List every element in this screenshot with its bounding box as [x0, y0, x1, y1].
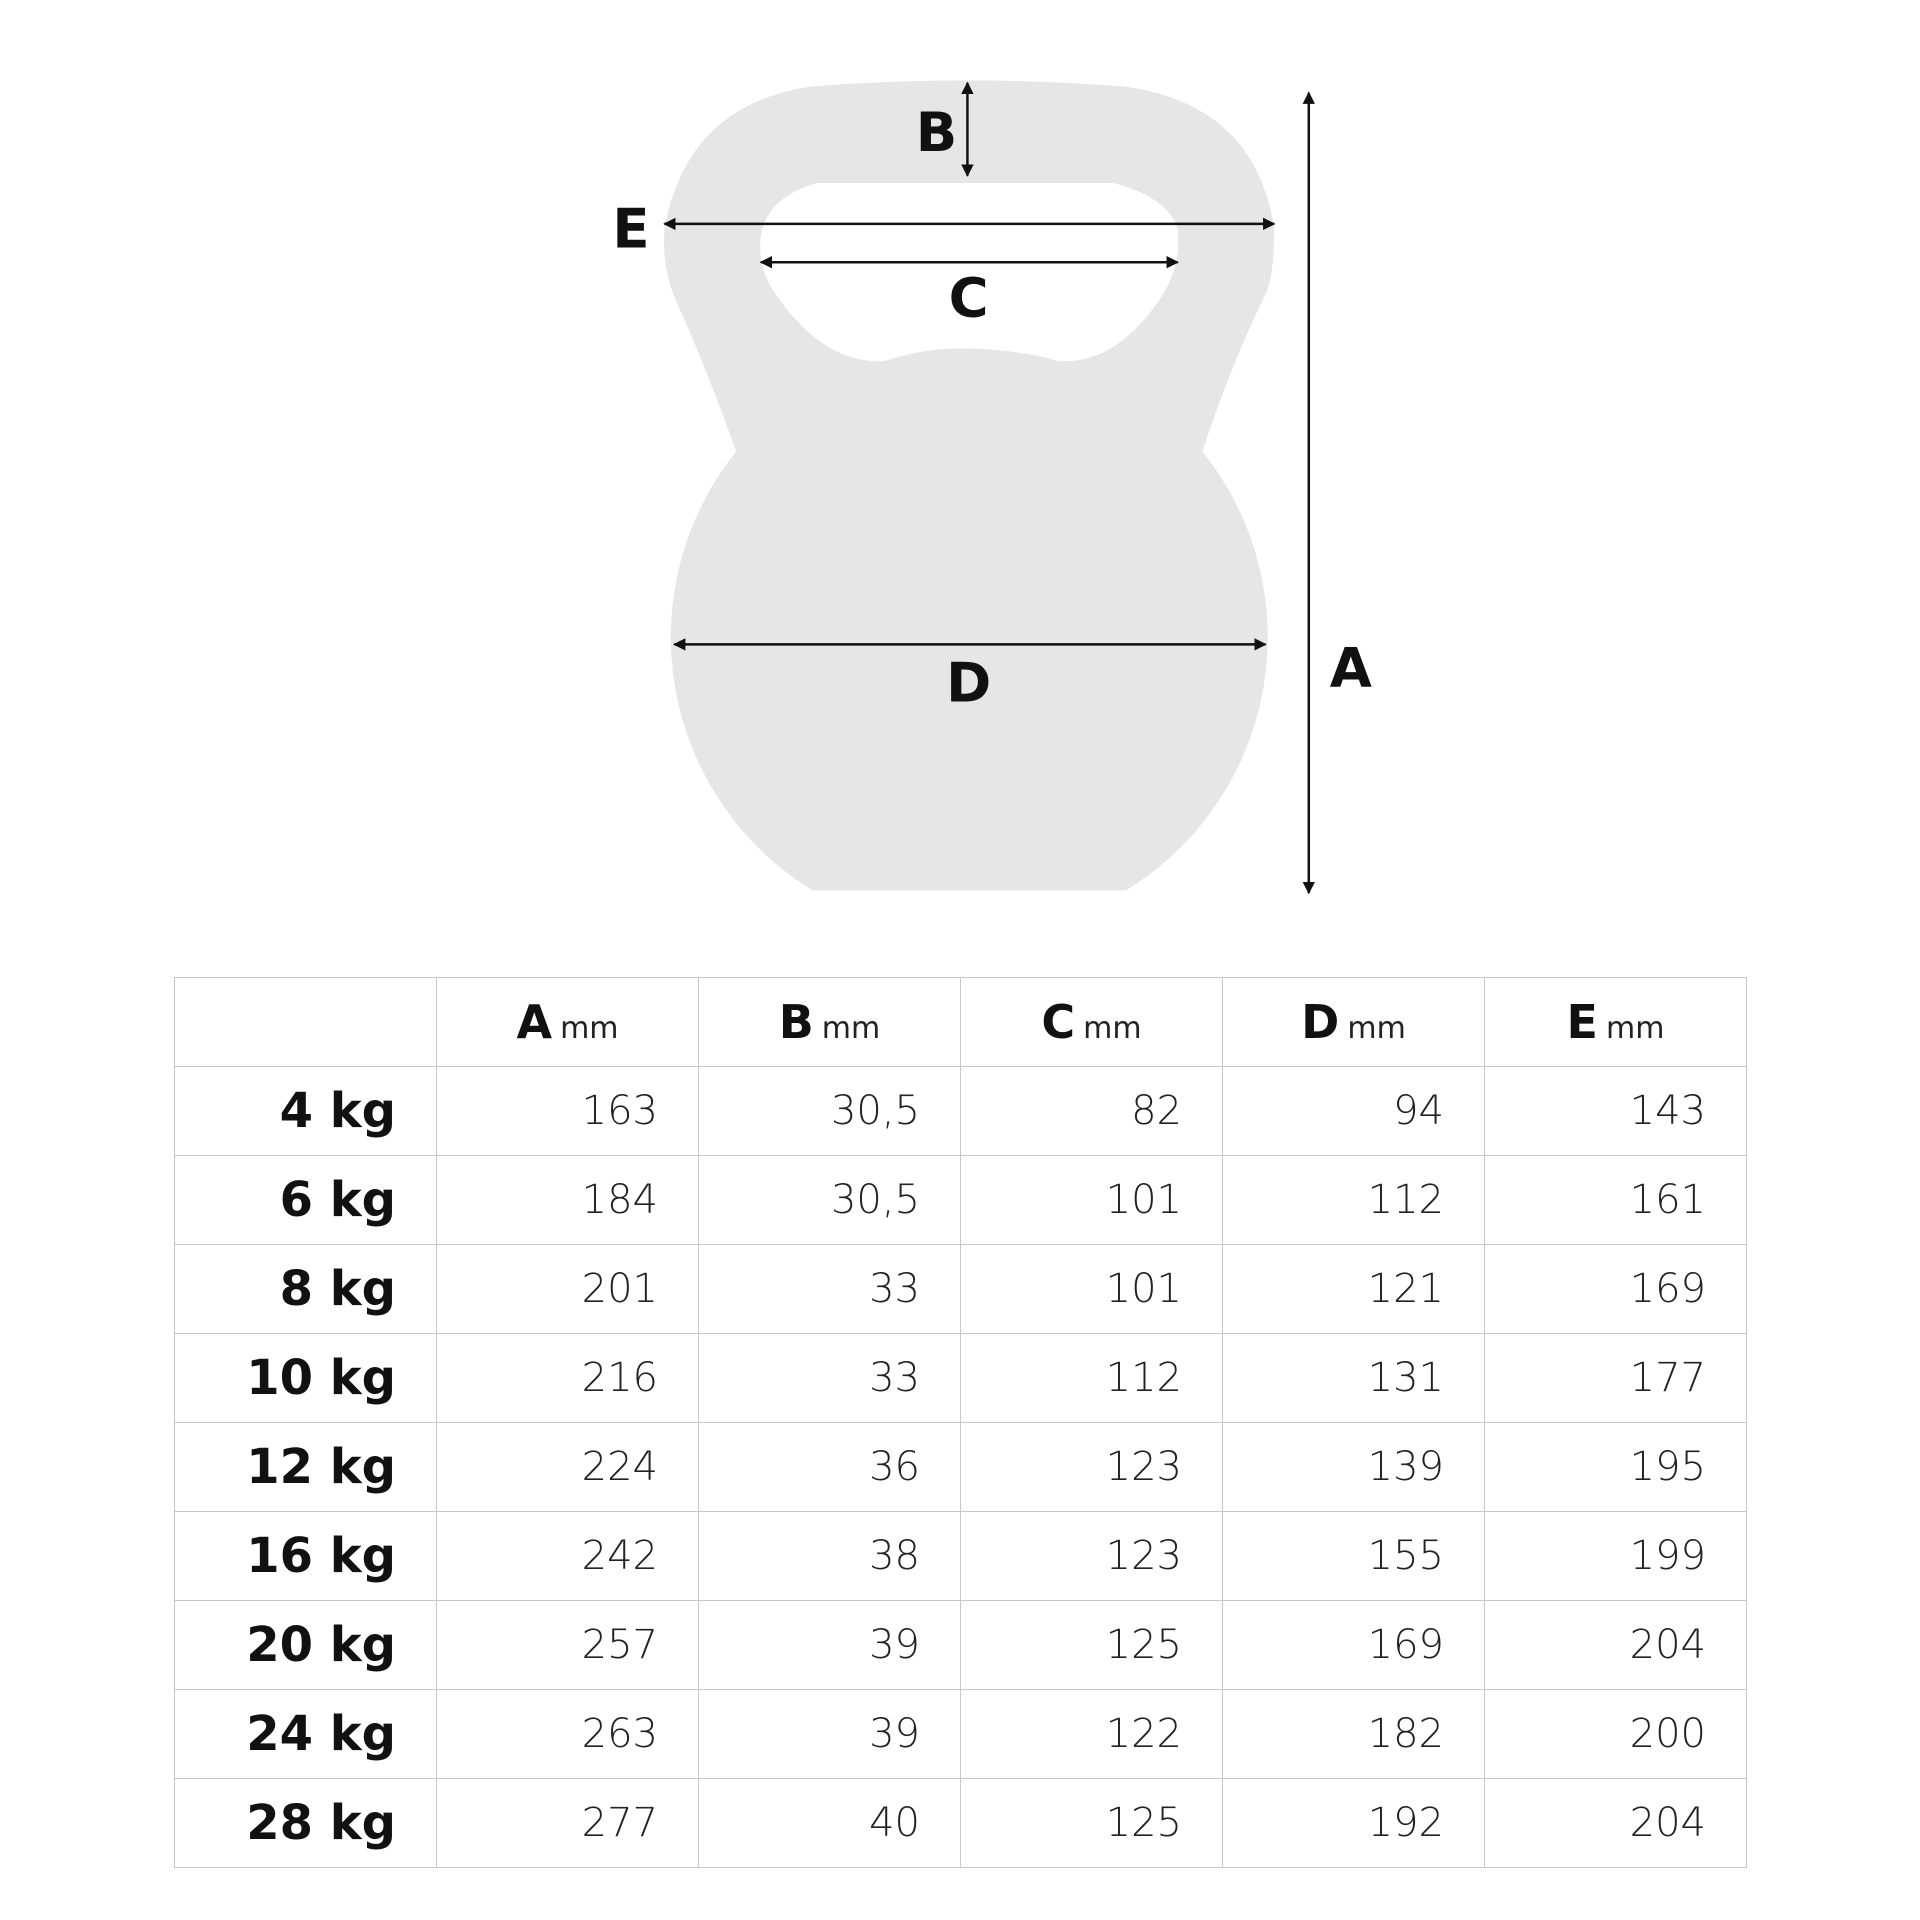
value-cell: 39 [698, 1600, 961, 1690]
value-cell: 155 [1222, 1511, 1485, 1601]
value-cell: 122 [960, 1689, 1223, 1779]
value-cell: 182 [1222, 1689, 1485, 1779]
table-row: 8 kg 201 33 101 121 169 [174, 1244, 1747, 1334]
value-cell: 224 [436, 1422, 699, 1512]
value-cell: 277 [436, 1778, 699, 1868]
value-cell: 169 [1484, 1244, 1747, 1334]
table-row: 28 kg 277 40 125 192 204 [174, 1778, 1747, 1868]
value-cell: 123 [960, 1511, 1223, 1601]
weight-cell: 12 kg [174, 1422, 437, 1512]
value-cell: 199 [1484, 1511, 1747, 1601]
header-letter: D [1301, 995, 1340, 1049]
value-cell: 257 [436, 1600, 699, 1690]
value-cell: 163 [436, 1066, 699, 1156]
header-unit: mm [1347, 1011, 1406, 1046]
table-row: 16 kg 242 38 123 155 199 [174, 1511, 1747, 1601]
value-cell: 112 [1222, 1155, 1485, 1245]
value-cell: 36 [698, 1422, 961, 1512]
table-row: 20 kg 257 39 125 169 204 [174, 1600, 1747, 1690]
weight-cell: 6 kg [174, 1155, 437, 1245]
value-cell: 125 [960, 1778, 1223, 1868]
table-row: 6 kg 184 30,5 101 112 161 [174, 1155, 1747, 1245]
table-row: 12 kg 224 36 123 139 195 [174, 1422, 1747, 1512]
value-cell: 40 [698, 1778, 961, 1868]
header-letter: E [1566, 995, 1598, 1049]
weight-cell: 10 kg [174, 1333, 437, 1423]
value-cell: 30,5 [698, 1155, 961, 1245]
value-cell: 30,5 [698, 1066, 961, 1156]
value-cell: 204 [1484, 1778, 1747, 1868]
value-cell: 121 [1222, 1244, 1485, 1334]
weight-cell: 28 kg [174, 1778, 437, 1868]
value-cell: 82 [960, 1066, 1223, 1156]
value-cell: 131 [1222, 1333, 1485, 1423]
value-cell: 216 [436, 1333, 699, 1423]
header-letter: A [516, 995, 553, 1049]
table-row: 4 kg 163 30,5 82 94 143 [174, 1066, 1747, 1156]
header-empty [174, 977, 437, 1067]
value-cell: 33 [698, 1244, 961, 1334]
weight-cell: 8 kg [174, 1244, 437, 1334]
label-b: B [916, 100, 957, 164]
value-cell: 263 [436, 1689, 699, 1779]
header-unit: mm [560, 1011, 619, 1046]
value-cell: 200 [1484, 1689, 1747, 1779]
value-cell: 112 [960, 1333, 1223, 1423]
value-cell: 139 [1222, 1422, 1485, 1512]
value-cell: 123 [960, 1422, 1223, 1512]
value-cell: 33 [698, 1333, 961, 1423]
weight-cell: 24 kg [174, 1689, 437, 1779]
table-row: 10 kg 216 33 112 131 177 [174, 1333, 1747, 1423]
value-cell: 161 [1484, 1155, 1747, 1245]
weight-cell: 4 kg [174, 1066, 437, 1156]
value-cell: 143 [1484, 1066, 1747, 1156]
table-row: 24 kg 263 39 122 182 200 [174, 1689, 1747, 1779]
value-cell: 177 [1484, 1333, 1747, 1423]
value-cell: 101 [960, 1155, 1223, 1245]
value-cell: 101 [960, 1244, 1223, 1334]
value-cell: 184 [436, 1155, 699, 1245]
value-cell: 169 [1222, 1600, 1485, 1690]
value-cell: 242 [436, 1511, 699, 1601]
value-cell: 192 [1222, 1778, 1485, 1868]
value-cell: 204 [1484, 1600, 1747, 1690]
header-letter: B [778, 995, 814, 1049]
value-cell: 39 [698, 1689, 961, 1779]
label-c: C [949, 266, 989, 330]
value-cell: 94 [1222, 1066, 1485, 1156]
weight-cell: 20 kg [174, 1600, 437, 1690]
header-unit: mm [1083, 1011, 1142, 1046]
value-cell: 38 [698, 1511, 961, 1601]
value-cell: 125 [960, 1600, 1223, 1690]
kettlebell-shape [663, 80, 1275, 891]
kettlebell-diagram: B E C D A [612, 80, 1372, 895]
label-e: E [612, 196, 649, 260]
value-cell: 201 [436, 1244, 699, 1334]
header-letter: C [1041, 995, 1076, 1049]
label-a: A [1330, 635, 1372, 699]
header-unit: mm [1605, 1011, 1665, 1046]
label-d: D [946, 650, 991, 714]
value-cell: 195 [1484, 1422, 1747, 1512]
header-unit: mm [821, 1011, 881, 1046]
weight-cell: 16 kg [174, 1511, 437, 1601]
